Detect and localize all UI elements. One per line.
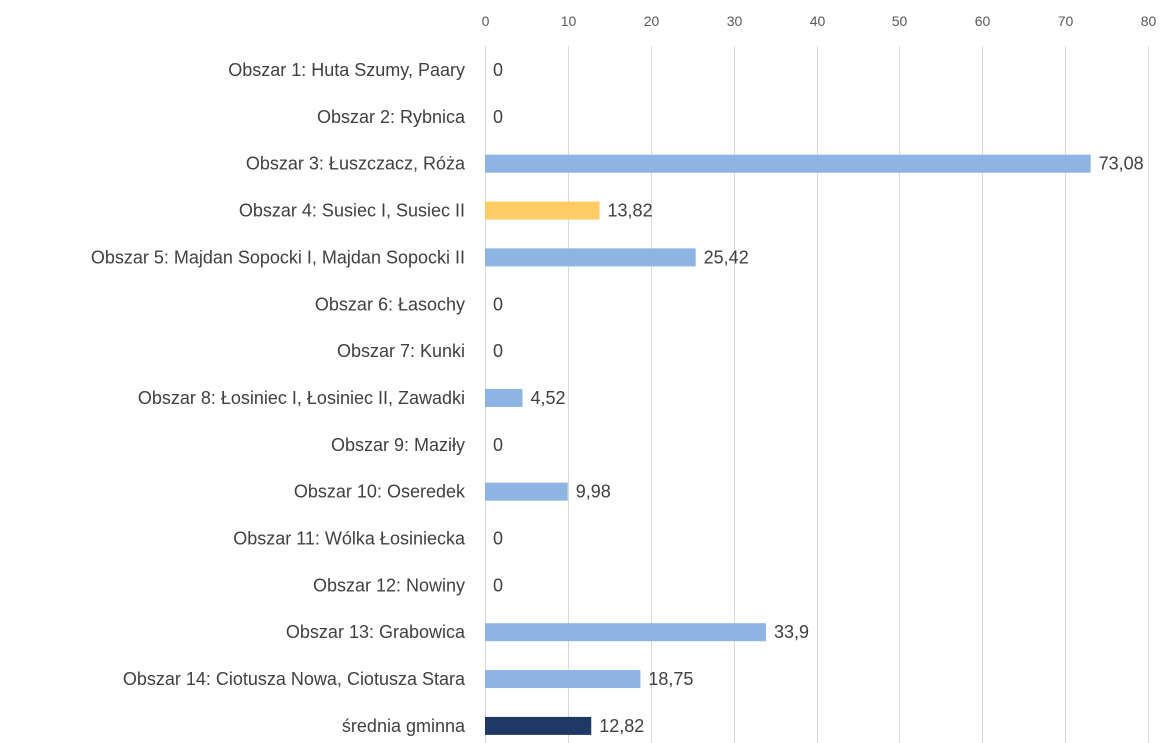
category-label: Obszar 12: Nowiny (313, 575, 465, 595)
category-label: Obszar 6: Łasochy (315, 294, 465, 314)
x-tick-label: 70 (1058, 13, 1074, 29)
data-label: 0 (493, 341, 503, 361)
bar (485, 623, 766, 642)
category-label: Obszar 3: Łuszczacz, Róża (246, 154, 466, 174)
category-label: Obszar 5: Majdan Sopocki I, Majdan Sopoc… (91, 247, 465, 267)
data-label: 4,52 (530, 388, 565, 408)
data-label: 18,75 (648, 669, 693, 689)
category-label: Obszar 1: Huta Szumy, Paary (228, 60, 465, 80)
data-label: 0 (493, 60, 503, 80)
category-label: Obszar 7: Kunki (337, 341, 465, 361)
data-label: 0 (493, 107, 503, 127)
data-labels: 0 0 73,08 13,82 25,42 0 0 4,52 0 9,98 0 0 33,9 18,75 1… (493, 60, 1144, 736)
bar (485, 482, 568, 501)
x-tick-label: 0 (482, 13, 490, 29)
bar (485, 154, 1091, 173)
bar (485, 201, 600, 220)
category-label: Obszar 4: Susiec I, Susiec II (239, 201, 465, 221)
data-label: 25,42 (704, 247, 749, 267)
category-label: Obszar 10: Oseredek (294, 482, 466, 502)
data-label: 13,82 (608, 201, 653, 221)
data-label: 0 (493, 435, 503, 455)
category-label: Obszar 14: Ciotusza Nowa, Ciotusza Stara (123, 669, 466, 689)
bars (485, 154, 1091, 735)
x-tick-label: 10 (561, 13, 577, 29)
category-label: Obszar 11: Wólka Łosiniecka (233, 529, 466, 549)
category-label: średnia gminna (342, 716, 466, 736)
data-label: 9,98 (576, 482, 611, 502)
bar (485, 716, 592, 735)
data-label: 0 (493, 529, 503, 549)
bar (485, 248, 696, 267)
category-labels: Obszar 1: Huta Szumy, Paary Obszar 2: Ryb… (91, 60, 466, 736)
data-label: 73,08 (1099, 154, 1144, 174)
data-label: 0 (493, 575, 503, 595)
category-label: Obszar 9: Maziły (331, 435, 465, 455)
data-label: 33,9 (774, 622, 809, 642)
data-label: 0 (493, 294, 503, 314)
x-axis-ticks: 0 10 20 30 40 50 60 70 80 (482, 13, 1157, 29)
x-tick-label: 30 (727, 13, 743, 29)
x-tick-label: 50 (892, 13, 908, 29)
x-tick-label: 20 (644, 13, 660, 29)
data-label: 12,82 (599, 716, 644, 736)
category-label: Obszar 13: Grabowica (286, 622, 466, 642)
bar (485, 388, 523, 407)
bar (485, 670, 641, 689)
category-label: Obszar 2: Rybnica (317, 107, 466, 127)
x-tick-label: 60 (975, 13, 991, 29)
x-tick-label: 80 (1141, 13, 1157, 29)
x-tick-label: 40 (810, 13, 826, 29)
category-label: Obszar 8: Łosiniec I, Łosiniec II, Zawad… (138, 388, 465, 408)
